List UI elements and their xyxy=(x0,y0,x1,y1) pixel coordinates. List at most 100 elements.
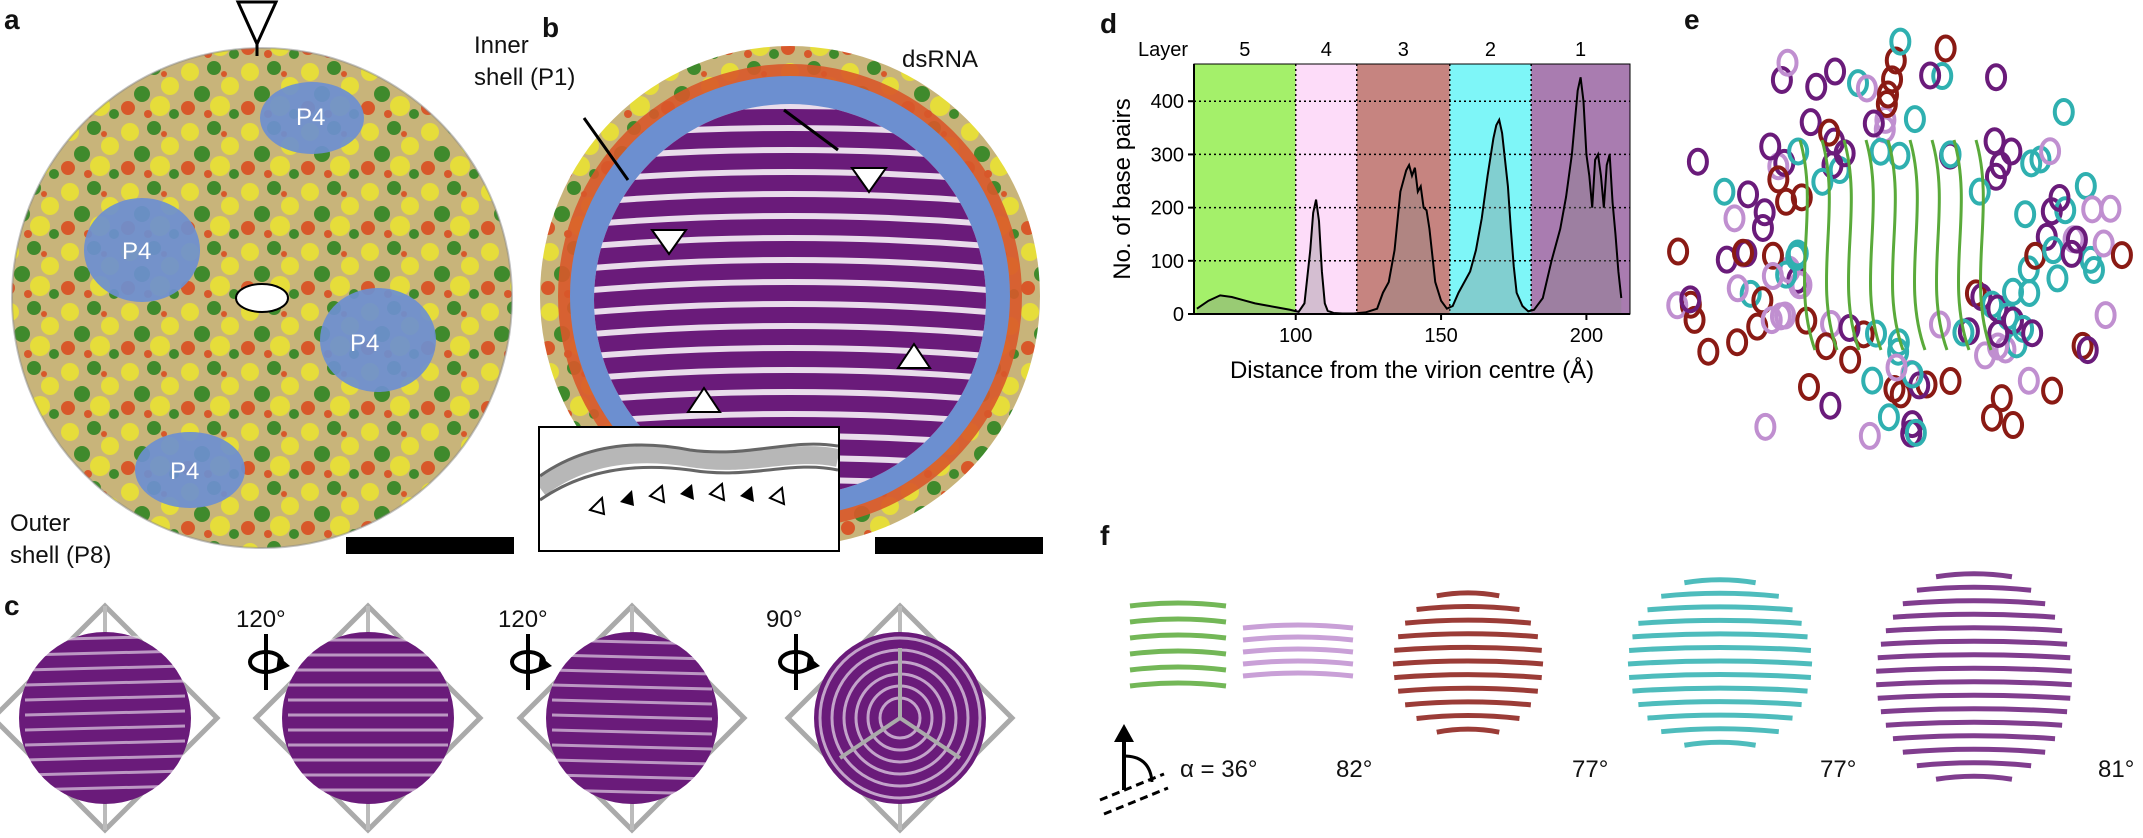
panel-c-rotations xyxy=(0,602,1016,834)
helix-coil xyxy=(1983,127,2006,156)
outer-shell-label-line2: shell (P8) xyxy=(10,542,112,569)
helix-coil xyxy=(2081,195,2104,224)
helix-coil xyxy=(1862,109,1885,138)
dsrna-strand xyxy=(594,241,986,266)
scale-bar-b xyxy=(875,537,1043,554)
helix-coil xyxy=(1903,105,1926,134)
layer-shape-2 xyxy=(1242,622,1354,679)
alpha-axis-icon xyxy=(1099,724,1169,816)
helix-coil xyxy=(2041,376,2064,405)
helix-coil xyxy=(1776,48,1799,77)
helix-coil xyxy=(1824,57,1847,86)
helix-coil xyxy=(1931,62,1954,91)
helix-coil xyxy=(1759,132,1782,161)
x-tick-label: 150 xyxy=(1424,325,1457,347)
helix-coil xyxy=(1697,337,1720,366)
helix-coil xyxy=(2076,336,2099,365)
helix-coil xyxy=(1939,140,1962,169)
helix-coil xyxy=(1987,319,2010,348)
helix-coil xyxy=(1751,213,1774,242)
panel-f-layers xyxy=(1099,571,2072,816)
helix-coil xyxy=(1883,374,1906,403)
helix-coil xyxy=(1787,137,1810,166)
panel-b-cutaway xyxy=(540,46,1040,546)
layer-band-2 xyxy=(1449,64,1532,314)
helix-coil xyxy=(2021,319,2044,348)
x-tick-label: 100 xyxy=(1279,325,1312,347)
y-tick-label: 100 xyxy=(1151,251,1184,273)
y-tick-label: 0 xyxy=(1173,304,1184,326)
helix-coil xyxy=(1761,241,1784,270)
panel-e-helices xyxy=(1666,27,2133,450)
helix-coil xyxy=(1877,403,1900,432)
helix-coil xyxy=(2014,200,2037,229)
layer-shape-4 xyxy=(1627,577,1813,748)
helix-coil xyxy=(1952,318,1975,347)
helix-coil xyxy=(1885,353,1908,382)
panel-d-chart: 5 4 3 2 1 Layer 0 100 200 300 400 100 150 200 Distance… xyxy=(1109,39,1631,384)
panel-letter-e: e xyxy=(1684,4,1700,35)
inner-shell-label-line1: Inner xyxy=(474,32,529,59)
layer-angle-4: 77° xyxy=(1820,756,1857,783)
x-axis-label: Distance from the virion centre (Å) xyxy=(1230,356,1594,384)
helix-coil xyxy=(1726,328,1749,357)
helix-coil xyxy=(1769,302,1792,331)
rotation-angle-1: 120° xyxy=(236,606,286,633)
dsrna-strand xyxy=(594,395,986,420)
helix-coil xyxy=(1865,319,1888,348)
layer-angle-5: 81° xyxy=(2098,756,2135,783)
x-tick-label: 200 xyxy=(1570,325,1603,347)
helix-coil xyxy=(1889,27,1912,56)
panel-letter-d: d xyxy=(1100,8,1118,39)
helix-coil xyxy=(1939,367,1962,396)
layer-label-3: 3 xyxy=(1398,39,1409,61)
helix-coil xyxy=(1881,65,1904,94)
helix-coil xyxy=(1667,237,1690,266)
helix-coil xyxy=(1928,310,1951,339)
rotation-arrow-icon xyxy=(248,634,290,690)
helix-coil xyxy=(1799,108,1822,137)
p4-label-1: P4 xyxy=(296,104,326,131)
helix-coil xyxy=(1754,412,1777,441)
helix-coil xyxy=(1855,74,1878,103)
helix-coil xyxy=(1723,204,1746,233)
green-helix xyxy=(1930,139,1949,351)
alpha-angle-label: α = 36° xyxy=(1180,756,1258,783)
layer-shape-3 xyxy=(1392,590,1544,735)
panel-letter-f: f xyxy=(1100,520,1110,551)
rotated-sphere xyxy=(252,602,484,834)
helix-coil xyxy=(2039,137,2062,166)
dsrna-strand xyxy=(594,307,986,332)
rotation-angle-2: 120° xyxy=(498,606,548,633)
p4-label-3: P4 xyxy=(350,330,380,357)
dsrna-strand xyxy=(594,285,986,310)
scale-bar-a xyxy=(346,537,514,554)
series-line xyxy=(1196,77,1623,315)
y-tick-label: 200 xyxy=(1151,198,1184,220)
helix-coil xyxy=(1767,165,1790,194)
helix-coil xyxy=(1887,337,1910,366)
helix-coil xyxy=(2002,411,2025,440)
helix-coil xyxy=(1713,177,1736,206)
helix-coil xyxy=(1819,391,1842,420)
green-helix xyxy=(1886,139,1905,351)
green-helix xyxy=(1864,139,1883,351)
rotated-sphere xyxy=(0,602,221,834)
helix-coil xyxy=(1919,61,1942,90)
helix-coil xyxy=(1876,80,1899,109)
outer-shell-label-line1: Outer xyxy=(10,510,71,537)
helix-coil xyxy=(2017,366,2040,395)
rotation-angle-3: 90° xyxy=(766,606,803,633)
helix-coil xyxy=(1666,291,1689,320)
p4-label-2: P4 xyxy=(122,238,152,265)
helix-coil xyxy=(2074,171,2097,200)
helix-coil xyxy=(1934,34,1957,63)
layer-band-5 xyxy=(1194,64,1296,314)
green-helix xyxy=(1952,139,1971,351)
p4-label-4: P4 xyxy=(170,458,200,485)
helix-coil xyxy=(1985,63,2008,92)
helix-coil xyxy=(1805,72,1828,101)
helix-coil xyxy=(1980,403,2003,432)
helix-coil xyxy=(1818,118,1841,147)
inset-box xyxy=(534,426,840,552)
